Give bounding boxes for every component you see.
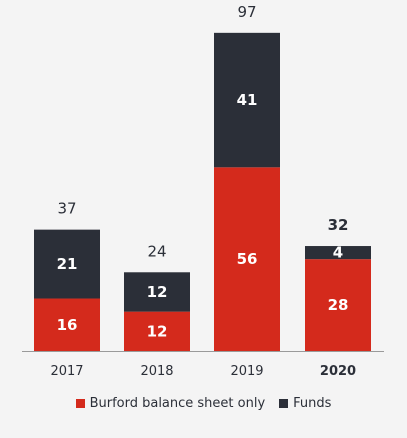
total-label-2020: 32 (328, 216, 349, 234)
bar-balance-sheet-2019 (214, 167, 280, 351)
value-label-funds-2020: 4 (333, 244, 343, 262)
value-label-balance-sheet-2017: 16 (57, 316, 78, 334)
bar-funds-2020 (305, 246, 371, 260)
total-label-2017: 37 (57, 200, 76, 218)
x-tick-label-2017: 2017 (50, 364, 83, 379)
value-label-funds-2019: 41 (237, 91, 258, 109)
bar-balance-sheet-2020 (305, 259, 371, 351)
value-label-funds-2018: 12 (147, 283, 168, 301)
legend-swatch-funds (279, 399, 289, 408)
value-label-funds-2017: 21 (57, 255, 78, 273)
value-label-balance-sheet-2020: 28 (328, 296, 349, 314)
legend-item-balance-sheet: Burford balance sheet only (75, 396, 266, 411)
legend-label-funds: Funds (293, 396, 332, 411)
legend-item-funds: Funds (279, 396, 331, 411)
bar-funds-2018 (124, 272, 190, 312)
bar-funds-2017 (34, 229, 100, 299)
x-tick-label-2018: 2018 (140, 364, 173, 379)
total-label-2019: 97 (237, 3, 256, 21)
value-label-balance-sheet-2019: 56 (237, 250, 258, 268)
legend-label-balance-sheet: Burford balance sheet only (89, 396, 266, 411)
bar-balance-sheet-2018 (124, 311, 190, 351)
total-label-2018: 24 (147, 242, 166, 260)
x-tick-label-2019: 2019 (230, 364, 263, 379)
bar-balance-sheet-2017 (34, 298, 100, 351)
legend: Burford balance sheet only Funds (0, 396, 407, 411)
bar-funds-2019 (214, 32, 280, 168)
x-tick-label-2020: 2020 (320, 364, 356, 379)
legend-swatch-balance-sheet (75, 399, 85, 408)
value-label-balance-sheet-2018: 12 (147, 322, 168, 340)
